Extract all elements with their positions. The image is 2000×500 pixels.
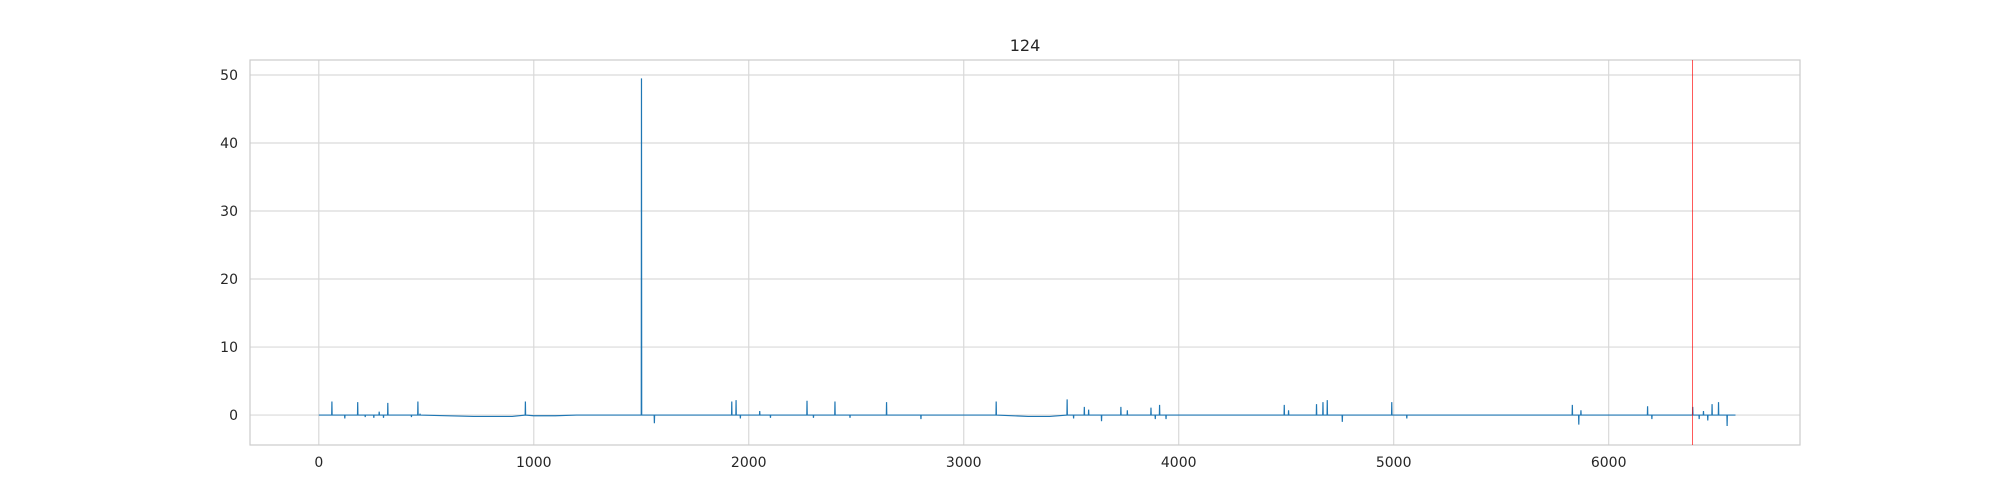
x-tick-label: 4000	[1161, 455, 1197, 471]
tick-labels: 0 1000 2000 3000 4000 5000 6000 0 10 20 30 40 50	[220, 68, 1626, 471]
chart-title: 124	[1010, 36, 1041, 55]
series-line-0	[318, 78, 1736, 426]
x-tick-label: 1000	[516, 455, 552, 471]
plot-frame	[249, 59, 1801, 446]
y-tick-label: 40	[220, 136, 238, 152]
x-tick-label: 0	[314, 455, 323, 471]
x-tick-label: 3000	[946, 455, 982, 471]
x-tick-label: 2000	[731, 455, 767, 471]
grid	[250, 60, 1800, 445]
y-tick-label: 30	[220, 204, 238, 220]
y-tick-label: 50	[220, 68, 238, 84]
series-layer	[318, 78, 1736, 426]
x-tick-label: 6000	[1591, 455, 1627, 471]
y-tick-label: 10	[220, 340, 238, 356]
x-tick-label: 5000	[1376, 455, 1412, 471]
y-tick-label: 0	[229, 408, 238, 424]
y-tick-label: 20	[220, 272, 238, 288]
